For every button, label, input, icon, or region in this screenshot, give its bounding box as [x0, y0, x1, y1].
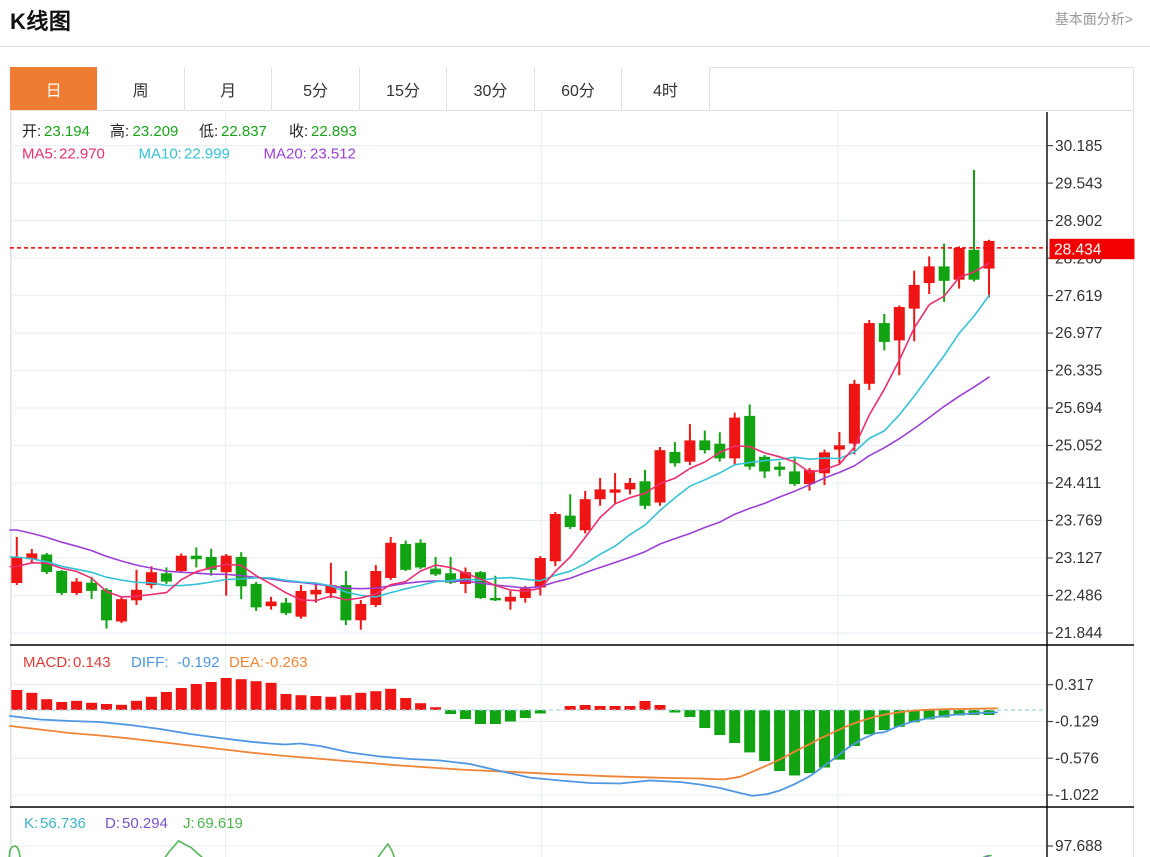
svg-text:-1.022: -1.022 [1055, 787, 1099, 804]
svg-text:28.434: 28.434 [1054, 241, 1102, 258]
svg-text:30.185: 30.185 [1055, 138, 1102, 155]
svg-text:23.769: 23.769 [1055, 513, 1102, 530]
svg-text:26.977: 26.977 [1055, 325, 1102, 342]
svg-text:0.317: 0.317 [1055, 677, 1094, 694]
svg-text:26.335: 26.335 [1055, 363, 1102, 380]
svg-text:23.127: 23.127 [1055, 550, 1102, 567]
svg-text:22.486: 22.486 [1055, 588, 1102, 605]
svg-text:24.411: 24.411 [1055, 475, 1101, 492]
svg-text:28.902: 28.902 [1055, 213, 1102, 230]
svg-text:21.844: 21.844 [1055, 625, 1103, 642]
svg-text:-0.129: -0.129 [1055, 714, 1099, 731]
svg-text:25.694: 25.694 [1055, 400, 1103, 417]
svg-text:-0.576: -0.576 [1055, 750, 1099, 767]
svg-text:29.543: 29.543 [1055, 175, 1102, 192]
svg-text:27.619: 27.619 [1055, 288, 1102, 305]
svg-text:97.688: 97.688 [1055, 838, 1102, 855]
svg-text:25.052: 25.052 [1055, 438, 1102, 455]
